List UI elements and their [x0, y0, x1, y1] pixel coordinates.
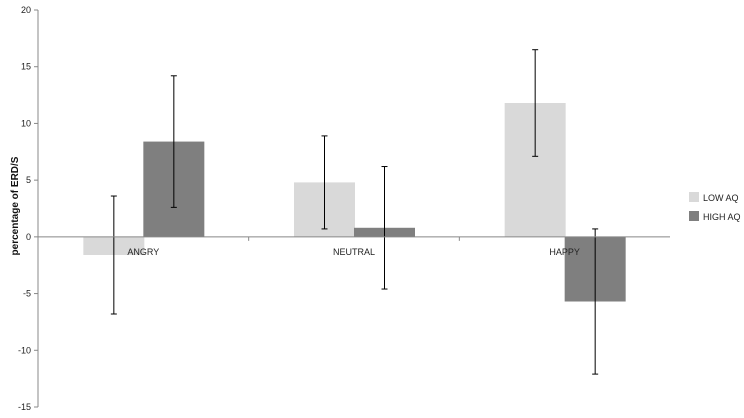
- legend-label: LOW AQ: [703, 193, 739, 203]
- y-tick-label: 15: [21, 62, 31, 72]
- y-tick-label: -15: [18, 402, 31, 412]
- y-tick-label: 20: [21, 5, 31, 15]
- y-axis: -15 -10 -5 0 5 10 15 20: [18, 5, 38, 412]
- legend-label: HIGH AQ: [703, 212, 741, 222]
- y-tick-label: 0: [26, 232, 31, 242]
- category-labels: ANGRY NEUTRAL HAPPY: [127, 247, 580, 257]
- y-tick-label: 10: [21, 118, 31, 128]
- y-tick-label: 5: [26, 175, 31, 185]
- legend-swatch: [689, 211, 699, 221]
- y-tick-label: -5: [23, 289, 31, 299]
- category-label: ANGRY: [127, 247, 159, 257]
- legend-swatch: [689, 192, 699, 202]
- bars: [83, 103, 626, 302]
- category-label: NEUTRAL: [333, 247, 375, 257]
- legend: LOW AQ HIGH AQ: [689, 192, 741, 222]
- y-axis-title: percentage of ERD/S: [10, 156, 21, 255]
- category-label: HAPPY: [549, 247, 580, 257]
- error-bars: [110, 49, 599, 375]
- y-tick-label: -10: [18, 345, 31, 355]
- axes: [37, 10, 670, 407]
